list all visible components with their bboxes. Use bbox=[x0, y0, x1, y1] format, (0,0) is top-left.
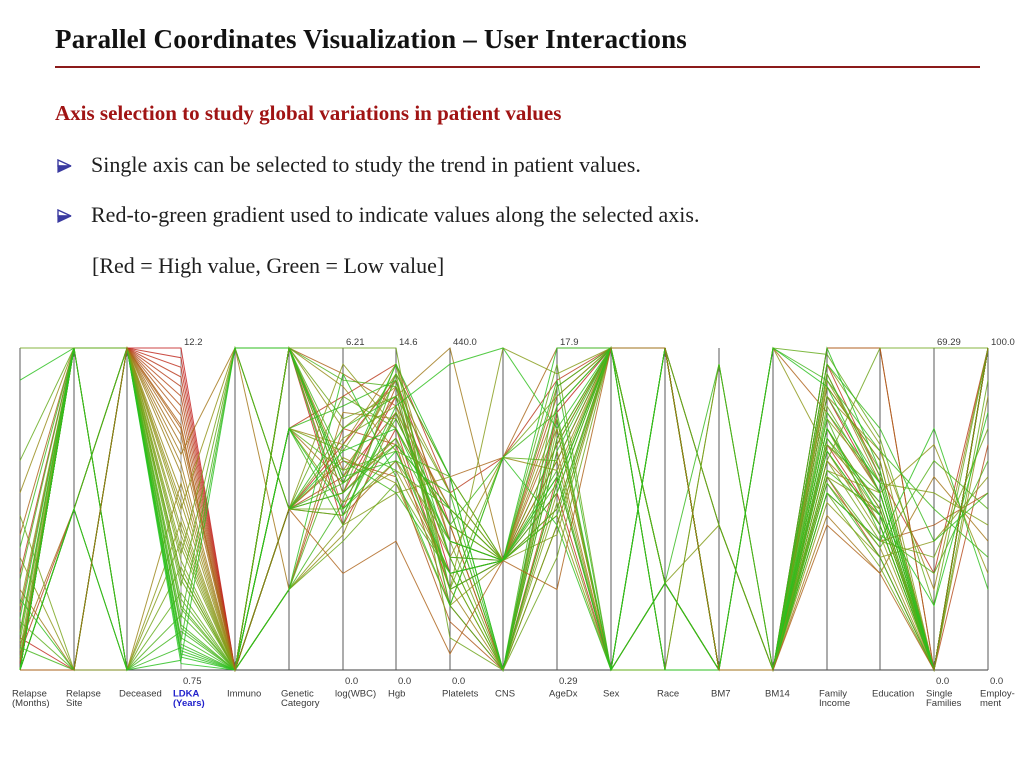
axis-name-relapsemonths: Relapse bbox=[12, 689, 47, 700]
axis-name-familyincome: Income bbox=[819, 698, 850, 709]
axis-name-cns: CNS bbox=[495, 689, 515, 700]
axis-min-label-agedx: 0.29 bbox=[559, 676, 578, 687]
axis-name-immuno: Immuno bbox=[227, 689, 261, 700]
axis-name-deceased: Deceased bbox=[119, 689, 162, 700]
axis-max-label-agedx: 17.9 bbox=[560, 337, 579, 348]
axis-name-bm14: BM14 bbox=[765, 689, 790, 700]
axis-name-geneticcategory: Category bbox=[281, 698, 320, 709]
axis-max-label-employment: 100.0 bbox=[991, 337, 1015, 348]
axis-name-familyincome: Family bbox=[819, 689, 847, 700]
axis-min-label-employment: 0.0 bbox=[990, 676, 1003, 687]
bullet-item: Red-to-green gradient used to indicate v… bbox=[57, 202, 699, 228]
axis-name-relapsesite: Relapse bbox=[66, 689, 101, 700]
parallel-coordinates-chart: Relapse (Months) Relapse Site Deceased 12.2 0.… bbox=[0, 333, 1024, 718]
patient-line bbox=[19, 347, 989, 672]
axis-name-geneticcategory: Genetic bbox=[281, 689, 314, 700]
axis-max-label-platelets: 440.0 bbox=[453, 337, 477, 348]
axis-min-label-logwbc: 0.0 bbox=[345, 676, 358, 687]
axis-name-logwbc: log(WBC) bbox=[335, 689, 376, 700]
bullet-text: Single axis can be selected to study the… bbox=[91, 152, 641, 177]
axis-name-relapsemonths: (Months) bbox=[12, 698, 49, 709]
patient-line bbox=[20, 346, 989, 672]
axis-min-label-ldkayears: 0.75 bbox=[183, 676, 202, 687]
axis-max-label-singlefamilies: 69.29 bbox=[937, 337, 961, 348]
arrowhead-right-icon bbox=[57, 208, 73, 223]
axis-name-platelets: Platelets bbox=[442, 689, 479, 700]
axis-name-education: Education bbox=[872, 689, 914, 700]
bullet-text: Red-to-green gradient used to indicate v… bbox=[91, 202, 700, 227]
axis-name-employment: Employ- bbox=[980, 689, 1015, 700]
axis-min-label-platelets: 0.0 bbox=[452, 676, 465, 687]
bullet-note: [Red = High value, Green = Low value] bbox=[92, 253, 445, 278]
axis-name-agedx: AgeDx bbox=[549, 689, 578, 700]
patient-line bbox=[19, 347, 989, 672]
axis-name-employment: ment bbox=[980, 698, 1001, 709]
arrowhead-right-icon bbox=[57, 158, 73, 173]
axis-name-bm7: BM7 bbox=[711, 689, 731, 700]
axis-name-singlefamilies: Single bbox=[926, 689, 952, 700]
bullet-item: Single axis can be selected to study the… bbox=[57, 152, 641, 178]
axis-max-label-ldkayears: 12.2 bbox=[184, 337, 203, 348]
axis-name-ldkayears: LDKA bbox=[173, 689, 200, 700]
axis-min-label-hgb: 0.0 bbox=[398, 676, 411, 687]
axis-name-relapsesite: Site bbox=[66, 698, 82, 709]
axis-name-singlefamilies: Families bbox=[926, 698, 962, 709]
axis-max-label-hgb: 14.6 bbox=[399, 337, 418, 348]
section-heading: Axis selection to study global variation… bbox=[55, 101, 562, 125]
title-rule bbox=[55, 66, 980, 68]
axis-min-label-singlefamilies: 0.0 bbox=[936, 676, 949, 687]
axis-max-label-logwbc: 6.21 bbox=[346, 337, 365, 348]
axis-name-ldkayears: (Years) bbox=[173, 698, 205, 709]
page-title: Parallel Coordinates Visualization – Use… bbox=[55, 24, 688, 54]
patient-line bbox=[20, 347, 988, 672]
axis-name-race: Race bbox=[657, 689, 679, 700]
parallel-coordinates-svg: Relapse(Months)RelapseSiteDeceased12.20.… bbox=[12, 337, 1015, 709]
axis-name-sex: Sex bbox=[603, 689, 620, 700]
axis-name-hgb: Hgb bbox=[388, 689, 405, 700]
